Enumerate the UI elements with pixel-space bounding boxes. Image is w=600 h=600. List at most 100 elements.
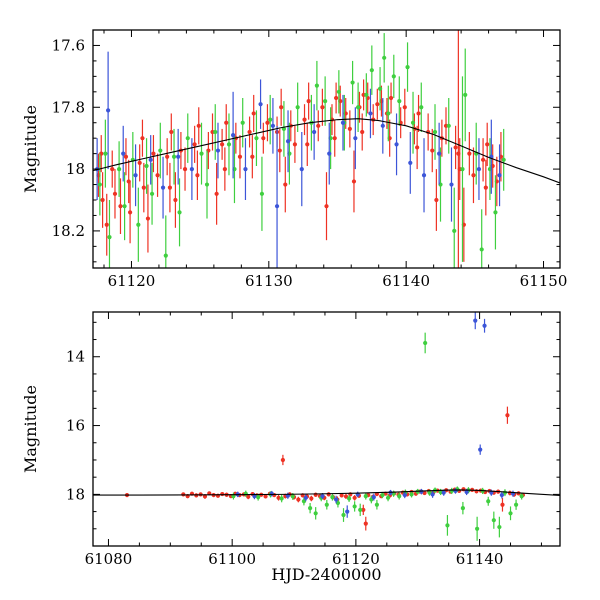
bottom-green-points-marker <box>341 512 346 518</box>
top-blue-points-marker <box>274 204 280 209</box>
bottom-x-tick-label: 61080 <box>85 550 133 568</box>
top-green-points-marker <box>350 80 355 85</box>
top-red-points-marker <box>415 145 420 150</box>
bottom-blue-points-marker <box>499 492 504 498</box>
bottom-green-points-marker <box>397 494 402 499</box>
bottom-green-points-marker <box>279 496 284 501</box>
top-blue-points-marker <box>299 166 304 172</box>
bottom-green-points-marker <box>335 500 341 506</box>
top-red-points-marker <box>283 182 288 187</box>
bottom-y-tick-label: 18 <box>66 485 85 503</box>
top-y-tick-label: 18 <box>66 160 85 178</box>
bottom-x-axis-label: HJD-2400000 <box>271 565 381 584</box>
bottom-green-points-marker <box>324 502 329 507</box>
bottom-green-points-marker <box>427 490 432 495</box>
top-red-points-marker <box>324 204 329 209</box>
top-green-points-marker <box>213 129 218 135</box>
top-green-points-marker <box>397 98 402 104</box>
bottom-green-points-marker <box>346 496 352 501</box>
bottom-red-points-marker <box>194 493 199 498</box>
bottom-blue-points-marker <box>464 489 469 495</box>
top-red-points-marker <box>305 142 310 147</box>
top-red-points-marker <box>302 117 307 122</box>
top-green-points-marker <box>386 111 391 116</box>
bottom-blue-points-marker <box>371 495 376 500</box>
top-red-points-marker <box>453 145 458 150</box>
bottom-red-points-marker <box>202 494 208 499</box>
top-red-points-marker <box>351 179 357 184</box>
top-green-points-marker <box>323 98 328 104</box>
bottom-blue-points-marker <box>473 318 478 323</box>
top-green-points-marker <box>254 136 259 141</box>
top-red-points-marker <box>100 197 105 203</box>
top-green-points-marker <box>463 92 468 98</box>
top-red-points-marker <box>224 120 229 125</box>
top-red-points-marker <box>182 166 188 172</box>
top-blue-points-marker <box>215 148 221 153</box>
bottom-green-points-marker <box>363 494 368 499</box>
bottom-blue-points-marker <box>333 497 339 502</box>
top-green-points-marker <box>432 129 438 135</box>
top-red-points-marker <box>265 120 270 125</box>
top-green-points-marker <box>103 151 108 156</box>
bottom-green-points-marker <box>486 499 491 504</box>
top-red-points-marker <box>306 98 311 104</box>
bottom-green-points-marker <box>491 518 496 523</box>
top-red-points-marker <box>140 136 145 141</box>
top-red-points-marker <box>214 191 219 196</box>
top-red-points-marker <box>279 105 284 110</box>
top-green-points-marker <box>382 55 387 60</box>
bottom-green-points-marker <box>497 524 502 530</box>
bottom-red-points-marker <box>326 492 331 497</box>
bottom-green-points-marker <box>256 495 261 500</box>
top-blue-points-marker <box>437 151 442 156</box>
top-blue-points-marker <box>231 132 236 138</box>
top-green-points-marker <box>364 92 369 98</box>
top-red-points-marker <box>247 129 252 135</box>
top-green-points-marker <box>452 228 457 234</box>
top-green-points-marker <box>226 142 232 147</box>
top-x-tick-label: 61150 <box>520 272 568 290</box>
bottom-green-points-marker <box>290 494 295 499</box>
top-green-points-marker <box>204 182 210 187</box>
top-red-points-marker <box>141 185 146 190</box>
bottom-y-axis-label: Magnitude <box>21 385 40 473</box>
bottom-blue-points-marker <box>320 494 325 499</box>
bottom-red-points-marker <box>500 502 505 507</box>
top-blue-points-marker <box>340 120 346 125</box>
top-green-points-marker <box>479 247 484 252</box>
top-green-points-marker <box>405 64 410 70</box>
bottom-y-tick-label: 16 <box>66 417 85 435</box>
bottom-red-points-marker <box>280 457 285 463</box>
bottom-green-points-marker <box>308 506 313 511</box>
bottom-green-points-marker <box>508 511 513 516</box>
top-red-points-marker <box>151 151 156 156</box>
bottom-red-points-marker <box>505 413 510 418</box>
bottom-green-points-marker <box>445 523 450 528</box>
top-red-points-marker <box>137 160 142 166</box>
top-green-points-marker <box>107 234 112 240</box>
bottom-red-points-marker <box>246 494 251 499</box>
bottom-green-points-marker <box>358 507 363 512</box>
top-green-points-marker <box>410 120 416 125</box>
top-frame <box>92 29 561 269</box>
bottom-x-tick-label: 61120 <box>332 550 380 568</box>
top-green-points-marker <box>377 86 383 91</box>
top-green-points-marker <box>501 157 506 162</box>
top-green-points-marker <box>295 105 300 110</box>
top-red-points-marker <box>112 191 118 196</box>
top-red-points-marker <box>483 185 488 190</box>
bottom-green-points-marker <box>519 494 524 499</box>
top-y-tick-label: 18.2 <box>52 222 85 240</box>
top-x-tick-label: 61140 <box>382 272 430 290</box>
top-blue-points-marker <box>476 166 482 172</box>
top-red-points-marker <box>334 95 339 101</box>
bottom-red-points-marker <box>296 497 301 502</box>
bottom-x-tick-label: 61100 <box>208 550 256 568</box>
top-green-points-marker <box>268 117 273 122</box>
top-y-tick-label: 17.6 <box>52 36 85 54</box>
top-green-points-marker <box>369 68 374 73</box>
bottom-blue-points-marker <box>441 490 446 495</box>
top-red-points-marker <box>292 142 298 147</box>
bottom-red-points-marker <box>309 496 314 501</box>
